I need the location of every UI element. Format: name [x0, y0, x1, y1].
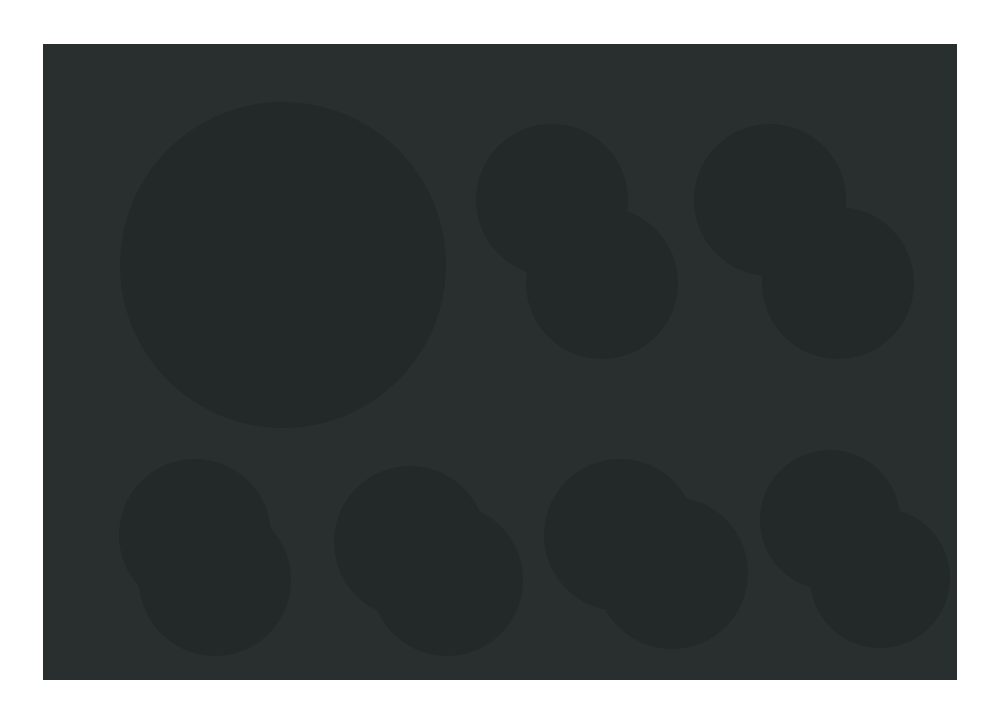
bottom-3-b — [596, 497, 748, 649]
large-circle — [120, 102, 446, 428]
bottom-2-b — [371, 504, 523, 656]
bottom-1-b — [139, 504, 291, 656]
top-right-circle-b — [762, 207, 914, 359]
dark-canvas — [43, 44, 957, 680]
bottom-4-b — [810, 508, 950, 648]
top-mid-circle-b — [526, 207, 678, 359]
